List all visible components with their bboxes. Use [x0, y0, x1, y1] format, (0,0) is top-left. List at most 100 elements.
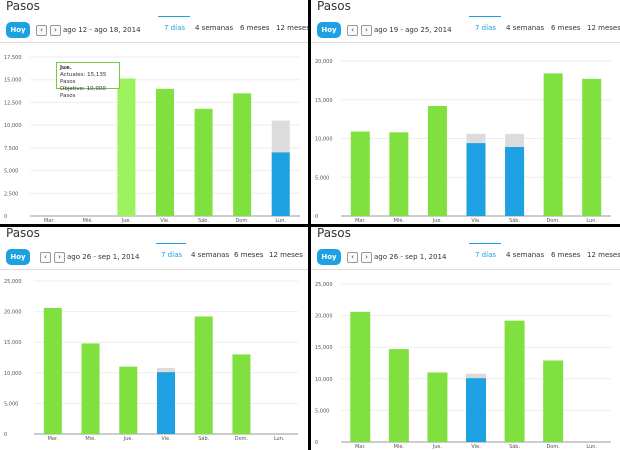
- x-tick-label: Vie.: [471, 218, 481, 224]
- tab-7-days[interactable]: 7 días: [475, 251, 497, 259]
- next-arrow-icon[interactable]: ›: [361, 252, 372, 263]
- next-arrow-icon[interactable]: ›: [50, 25, 61, 36]
- today-button[interactable]: Hoy: [6, 22, 30, 38]
- x-tick-label: Vie.: [161, 436, 171, 442]
- tooltip-day: Jue.: [60, 65, 72, 71]
- chart-panel-top-right: Pasos Hoy ‹ › ago 19 - ago 25, 2014 7 dí…: [311, 0, 620, 224]
- y-tick-label: 17,500: [4, 55, 22, 61]
- tab-4-weeks[interactable]: 4 semanas: [195, 24, 234, 32]
- today-button[interactable]: Hoy: [317, 249, 341, 265]
- x-tick-label: Lun.: [274, 436, 285, 442]
- today-button[interactable]: Hoy: [317, 22, 341, 38]
- step-bar[interactable]: [543, 360, 564, 442]
- tooltip-actual: Actuales: 15,135 Pasos: [60, 72, 107, 85]
- step-bar[interactable]: [388, 349, 409, 442]
- tab-7-days[interactable]: 7 días: [164, 24, 186, 32]
- x-tick-label: Mié.: [394, 217, 405, 224]
- date-range: ago 26 - sep 1, 2014: [67, 253, 140, 261]
- tab-12-months[interactable]: 12 meses: [276, 24, 308, 32]
- x-tick-label: Lun.: [586, 444, 597, 450]
- x-tick-label: Vie.: [471, 444, 481, 450]
- tab-6-months[interactable]: 6 meses: [551, 24, 581, 32]
- x-tick-label: Dom.: [235, 436, 249, 442]
- step-bar[interactable]: [466, 378, 486, 442]
- step-bar[interactable]: [543, 73, 563, 217]
- y-tick-label: 5,000: [315, 175, 329, 181]
- y-tick-label: 2,500: [4, 191, 18, 197]
- tab-4-weeks[interactable]: 4 semanas: [506, 251, 545, 259]
- tab-12-months[interactable]: 12 meses: [269, 251, 303, 259]
- step-bar[interactable]: [427, 372, 448, 442]
- step-bar[interactable]: [232, 354, 251, 434]
- y-tick-label: 25,000: [315, 282, 333, 288]
- chart-panel-bottom-left: Pasos Hoy ‹ › ago 26 - sep 1, 2014 7 día…: [0, 227, 308, 450]
- y-tick-label: 10,000: [315, 137, 333, 143]
- chart-panel-top-left: Pasos Hoy ‹ › ago 12 - ago 18, 2014 7 dí…: [0, 0, 308, 224]
- panel-title: Pasos: [317, 0, 351, 13]
- x-tick-label: Mar.: [355, 444, 366, 450]
- prev-arrow-icon[interactable]: ‹: [347, 25, 358, 36]
- x-tick-label: Mar.: [355, 218, 366, 224]
- step-bar[interactable]: [117, 78, 136, 216]
- bar-tooltip: Jue. Actuales: 15,135 Pasos Objetivo: 10…: [56, 62, 120, 99]
- x-tick-label: Jue.: [432, 444, 443, 450]
- step-bar[interactable]: [389, 132, 409, 216]
- tab-6-months[interactable]: 6 meses: [234, 251, 264, 259]
- chart-panel-bottom-right: Pasos Hoy ‹ › ago 26 - sep 1, 2014 7 día…: [311, 227, 620, 450]
- bar-chart: 0 2,500 5,000 7,500 10,000 12,500 15,000 17,500…: [4, 55, 300, 224]
- y-tick-label: 15,000: [4, 340, 22, 346]
- tab-7-days[interactable]: 7 días: [161, 251, 183, 259]
- prev-arrow-icon[interactable]: ‹: [36, 25, 47, 36]
- tab-7-days[interactable]: 7 días: [475, 24, 497, 32]
- next-arrow-icon[interactable]: ›: [361, 25, 372, 36]
- today-button[interactable]: Hoy: [6, 249, 30, 265]
- active-tab-indicator: [158, 16, 190, 17]
- active-tab-indicator: [469, 16, 501, 17]
- prev-arrow-icon[interactable]: ‹: [347, 252, 358, 263]
- panel-title: Pasos: [6, 227, 40, 240]
- tab-6-months[interactable]: 6 meses: [551, 251, 581, 259]
- tab-12-months[interactable]: 12 meses: [587, 251, 620, 259]
- x-tick-label: Mar.: [48, 436, 59, 442]
- next-arrow-icon[interactable]: ›: [54, 252, 65, 263]
- step-bar[interactable]: [271, 152, 290, 216]
- y-tick-label: 15,000: [4, 78, 22, 84]
- step-bar[interactable]: [427, 105, 447, 216]
- step-bar[interactable]: [505, 147, 525, 216]
- step-bar[interactable]: [157, 372, 175, 434]
- bar-chart: 0 5,000 10,000 15,000 20,000 25,000 Mar. Mié. Ju…: [4, 279, 298, 442]
- y-tick-label: 5,000: [4, 401, 18, 407]
- step-bar[interactable]: [156, 88, 174, 216]
- step-bar[interactable]: [350, 311, 371, 442]
- step-bar[interactable]: [43, 307, 62, 434]
- step-bar[interactable]: [466, 143, 486, 216]
- step-bar[interactable]: [194, 316, 213, 434]
- tab-4-weeks[interactable]: 4 semanas: [506, 24, 545, 32]
- tab-6-months[interactable]: 6 meses: [240, 24, 270, 32]
- step-bar[interactable]: [119, 366, 138, 434]
- step-bar[interactable]: [233, 93, 252, 216]
- x-tick-label: Sáb.: [509, 443, 520, 450]
- step-bar[interactable]: [350, 131, 370, 216]
- tooltip-target: Objetivo: 10,000 Pasos: [60, 86, 106, 99]
- bar-chart: 0 5,000 10,000 15,000 20,000 25,000 Mar. Mié. Ju…: [315, 282, 611, 450]
- step-bar[interactable]: [504, 320, 525, 442]
- x-tick-label: Jue.: [121, 218, 132, 224]
- x-tick-label: Mié.: [394, 443, 405, 450]
- active-tab-indicator: [469, 243, 501, 244]
- x-tick-label: Vie.: [160, 218, 170, 224]
- step-bar[interactable]: [81, 343, 100, 434]
- x-tick-label: Dom.: [546, 218, 560, 224]
- step-bar[interactable]: [194, 108, 213, 216]
- y-tick-label: 10,000: [4, 123, 22, 129]
- y-tick-label: 20,000: [315, 314, 333, 320]
- panel-title: Pasos: [317, 227, 351, 240]
- y-tick-label: 7,500: [4, 146, 18, 152]
- y-tick-label: 12,500: [4, 100, 22, 106]
- tab-12-months[interactable]: 12 meses: [587, 24, 620, 32]
- x-tick-label: Sáb.: [198, 217, 209, 224]
- step-bar[interactable]: [582, 78, 602, 216]
- prev-arrow-icon[interactable]: ‹: [40, 252, 51, 263]
- tab-4-weeks[interactable]: 4 semanas: [191, 251, 230, 259]
- panel-title: Pasos: [6, 0, 40, 13]
